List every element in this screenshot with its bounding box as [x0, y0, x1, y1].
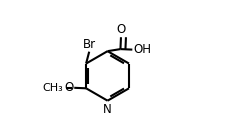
Text: O: O: [116, 23, 125, 36]
Text: O: O: [64, 81, 74, 94]
Text: CH₃: CH₃: [43, 83, 63, 93]
Text: OH: OH: [132, 43, 150, 56]
Text: Br: Br: [82, 38, 95, 51]
Text: N: N: [103, 103, 112, 116]
